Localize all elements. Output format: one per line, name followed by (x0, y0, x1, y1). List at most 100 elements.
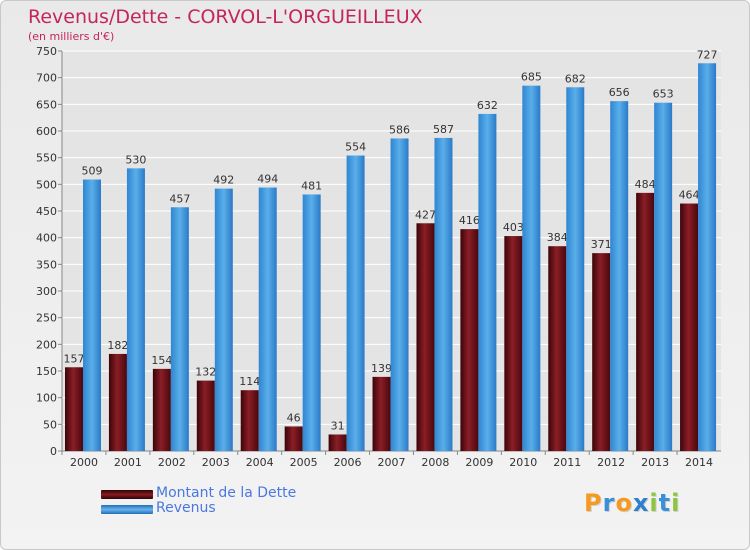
value-label-revenus: 653 (653, 88, 674, 101)
bar-dette (284, 426, 303, 451)
value-label-dette: 416 (459, 214, 480, 227)
value-label-revenus: 457 (169, 192, 190, 205)
bar-dette (460, 229, 479, 451)
value-label-dette: 139 (371, 362, 392, 375)
value-label-dette: 46 (287, 411, 301, 424)
y-tick-label: 400 (36, 232, 57, 245)
value-label-revenus: 481 (301, 179, 322, 192)
bar-dette (636, 192, 655, 451)
bar-dette (416, 223, 435, 451)
bar-dette (152, 368, 171, 451)
value-label-revenus: 530 (125, 153, 146, 166)
y-tick-label: 200 (36, 338, 57, 351)
legend-label-revenus: Revenus (156, 500, 216, 516)
value-label-revenus: 685 (521, 71, 542, 84)
bar-dette (328, 434, 347, 451)
value-label-revenus: 632 (477, 99, 498, 112)
bar-dette (548, 246, 567, 451)
legend-swatch-dette (101, 490, 153, 499)
value-label-revenus: 554 (345, 141, 366, 154)
x-tick-label: 2000 (70, 456, 98, 469)
bar-revenus (258, 187, 277, 452)
y-tick-label: 100 (36, 392, 57, 405)
logo-letter: i (649, 489, 659, 517)
bar-revenus (390, 138, 409, 451)
bar-revenus (126, 168, 145, 452)
bar-dette (240, 390, 259, 451)
value-label-dette: 157 (64, 352, 85, 365)
value-label-dette: 484 (635, 178, 656, 191)
value-label-dette: 132 (195, 366, 216, 379)
value-label-dette: 384 (547, 231, 568, 244)
y-tick-label: 550 (36, 152, 57, 165)
bar-revenus (302, 194, 321, 451)
proxiti-logo: Proxiti (584, 489, 680, 517)
value-label-dette: 114 (239, 375, 260, 388)
y-tick-label: 650 (36, 98, 57, 111)
y-tick-label: 750 (36, 45, 57, 58)
x-tick-label: 2013 (641, 456, 669, 469)
legend-label-dette: Montant de la Dette (156, 485, 297, 501)
bar-dette (592, 253, 611, 451)
value-label-revenus: 682 (565, 72, 586, 85)
bar-revenus (214, 188, 233, 451)
logo-letter: P (584, 489, 603, 517)
y-tick-label: 250 (36, 312, 57, 325)
x-tick-label: 2003 (202, 456, 230, 469)
bar-dette (680, 203, 699, 451)
chart-subtitle: (en milliers d'€) (28, 30, 115, 43)
bar-revenus (83, 179, 101, 452)
value-label-revenus: 586 (389, 123, 410, 136)
bar-revenus (346, 155, 365, 452)
x-tick-label: 2009 (465, 456, 493, 469)
y-tick-label: 0 (50, 445, 57, 458)
value-label-dette: 464 (679, 189, 700, 202)
x-tick-label: 2001 (114, 456, 142, 469)
logo-letter: x (632, 489, 650, 517)
x-tick-label: 2005 (290, 456, 318, 469)
bar-dette (372, 376, 391, 451)
x-tick-label: 2011 (553, 456, 581, 469)
legend-swatch-revenus (101, 505, 153, 514)
bar-revenus (434, 137, 453, 451)
bar-dette (65, 367, 83, 451)
bar-dette (504, 236, 523, 451)
y-tick-label: 700 (36, 72, 57, 85)
y-tick-label: 300 (36, 285, 57, 298)
value-label-revenus: 509 (82, 165, 103, 178)
x-tick-label: 2008 (421, 456, 449, 469)
value-label-revenus: 727 (697, 48, 718, 61)
value-label-revenus: 494 (257, 173, 278, 186)
value-label-dette: 182 (107, 339, 128, 352)
value-label-revenus: 492 (213, 174, 234, 187)
bar-chart: 0 50 100 150 200 250 300 350 400 450 500 550 600 650 7… (36, 45, 721, 469)
bar-revenus (522, 85, 541, 452)
x-tick-label: 2012 (597, 456, 625, 469)
y-tick-label: 600 (36, 125, 57, 138)
logo-letter: i (671, 489, 681, 517)
y-tick-label: 500 (36, 178, 57, 191)
value-label-dette: 154 (151, 354, 172, 367)
value-label-revenus: 656 (609, 86, 630, 99)
x-tick-label: 2014 (685, 456, 713, 469)
x-tick-label: 2007 (378, 456, 406, 469)
bar-revenus (698, 63, 717, 452)
logo-letter: o (615, 489, 633, 517)
bar-dette (108, 353, 127, 451)
bar-revenus (654, 102, 673, 451)
x-tick-label: 2010 (509, 456, 537, 469)
value-label-dette: 31 (331, 419, 345, 432)
bar-revenus (610, 101, 629, 451)
y-tick-label: 150 (36, 365, 57, 378)
value-label-dette: 371 (591, 238, 612, 251)
y-tick-label: 50 (43, 418, 57, 431)
bar-revenus (566, 87, 585, 452)
y-tick-label: 350 (36, 258, 57, 271)
value-label-dette: 427 (415, 208, 436, 221)
bar-revenus (170, 207, 189, 451)
bar-dette (196, 380, 215, 451)
value-label-revenus: 587 (433, 123, 454, 136)
chart-title: Revenus/Dette - CORVOL-L'ORGUEILLEUX (28, 6, 423, 28)
logo-letter: r (602, 489, 616, 517)
